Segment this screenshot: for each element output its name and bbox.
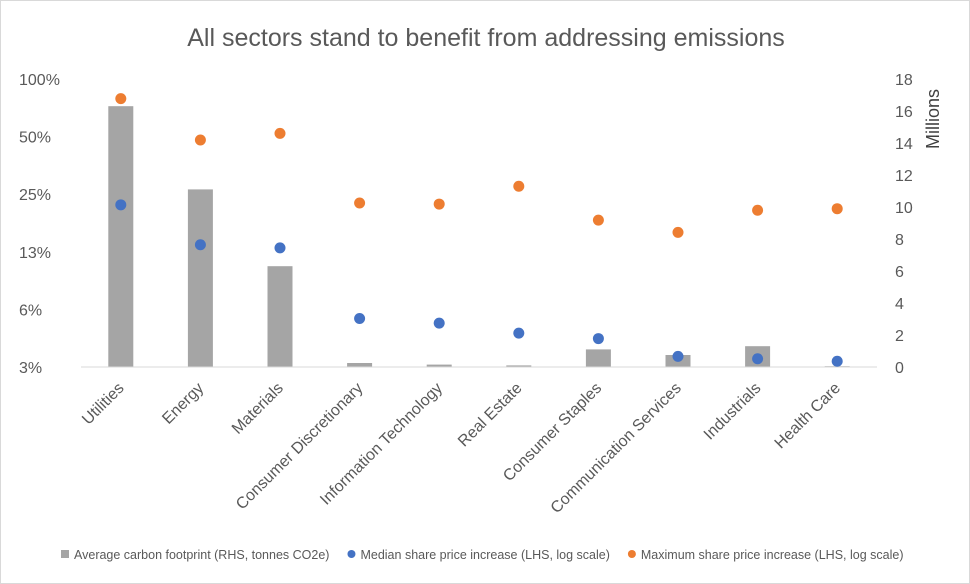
legend-label: Maximum share price increase (LHS, log s…	[641, 548, 904, 562]
right-tick-label: 8	[895, 232, 904, 249]
data-point	[433, 198, 445, 210]
left-tick-label: 25%	[19, 187, 51, 204]
category-label: Utilities	[79, 380, 127, 428]
data-point	[115, 93, 127, 105]
bar	[585, 349, 611, 367]
right-tick-label: 12	[895, 168, 913, 185]
left-tick-label: 3%	[19, 360, 42, 377]
bar	[506, 365, 532, 367]
data-point	[274, 127, 286, 139]
category-label: Materials	[229, 380, 287, 438]
chart-title: All sectors stand to benefit from addres…	[187, 24, 785, 52]
data-point	[194, 134, 206, 146]
data-point	[354, 313, 366, 325]
right-axis-label: Millions	[923, 89, 943, 149]
right-tick-label: 14	[895, 136, 913, 153]
data-point	[831, 355, 843, 367]
right-tick-label: 18	[895, 72, 913, 89]
data-point	[752, 353, 764, 365]
right-axis: 0 2 4 6 8 10 12 14 16 18	[895, 72, 913, 377]
data-point	[592, 214, 604, 226]
right-tick-label: 2	[895, 328, 904, 345]
right-tick-label: 4	[895, 296, 904, 313]
right-tick-label: 10	[895, 200, 913, 217]
category-label: Consumer Discretionary	[233, 380, 366, 513]
right-tick-label: 6	[895, 264, 904, 281]
data-point	[513, 327, 525, 339]
data-point	[274, 242, 286, 254]
data-point	[354, 197, 366, 209]
data-point	[672, 350, 684, 362]
data-point	[592, 333, 604, 345]
legend-marker	[347, 550, 356, 558]
category-label: Industrials	[701, 380, 765, 444]
points-layer	[115, 93, 843, 367]
bar	[347, 363, 373, 367]
bar	[187, 189, 213, 367]
data-point	[831, 203, 843, 215]
legend: Average carbon footprint (RHS, tonnes CO…	[61, 548, 903, 562]
left-tick-label: 6%	[19, 302, 42, 319]
category-label: Health Care	[772, 380, 844, 452]
category-label: Communication Services	[548, 380, 685, 517]
legend-label: Median share price increase (LHS, log sc…	[360, 548, 609, 562]
data-point	[672, 226, 684, 238]
right-tick-label: 0	[895, 360, 904, 377]
left-axis: 3% 6% 13% 25% 50% 100%	[19, 72, 60, 377]
legend-marker	[627, 550, 636, 558]
data-point	[433, 317, 445, 329]
legend-swatch	[61, 550, 69, 558]
left-tick-label: 50%	[19, 130, 51, 147]
left-tick-label: 100%	[19, 72, 60, 89]
bar	[426, 364, 452, 367]
bar	[267, 266, 293, 367]
right-tick-label: 16	[895, 104, 913, 121]
left-tick-label: 13%	[19, 245, 51, 262]
bar	[108, 106, 134, 367]
legend-label: Average carbon footprint (RHS, tonnes CO…	[74, 548, 329, 562]
data-point	[194, 239, 206, 251]
category-label: Real Estate	[455, 380, 526, 451]
data-point	[115, 199, 127, 211]
category-label: Energy	[159, 380, 207, 428]
data-point	[513, 180, 525, 192]
data-point	[752, 204, 764, 216]
